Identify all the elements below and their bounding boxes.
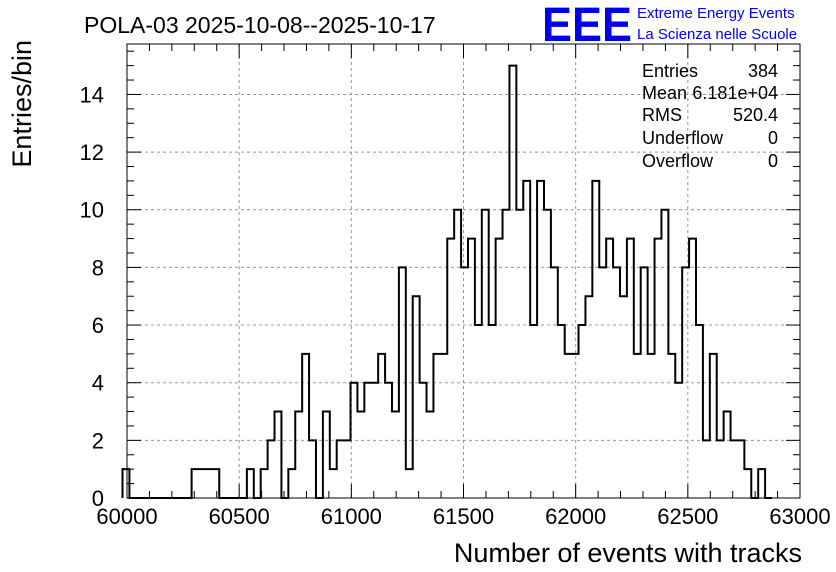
x-tick-label: 60500 [209,504,270,529]
histogram-bin [655,239,662,498]
histogram-bin [503,210,510,498]
histogram-bin [689,239,696,498]
x-tick-labels: 60000 60500 61000 61500 62000 62500 63000 [96,504,830,529]
histogram-bin [737,440,744,498]
histogram-bin [275,412,282,498]
histogram-bin [661,210,668,498]
y-tick-label: 6 [92,313,104,338]
y-tick-label: 8 [92,255,104,280]
histogram-bin [357,412,364,498]
histogram-bin [724,412,731,498]
histogram-bin [544,210,551,498]
stat-label-entries: Entries [642,61,698,81]
x-tick-label: 62000 [545,504,606,529]
x-tick-label: 62500 [657,504,718,529]
stat-value-overflow: 0 [768,151,778,171]
histogram-bin [648,354,655,498]
y-axis-label: Entries/bin [7,40,37,168]
histogram-bin [212,469,219,498]
stat-value-entries: 384 [748,61,778,81]
y-tick-label: 4 [92,371,104,396]
histogram-outline [121,64,773,499]
histogram-bin [592,181,599,498]
stat-value-mean: 6.181e+04 [692,83,778,103]
histogram-bin [447,239,454,498]
y-tick-label: 14 [80,82,104,107]
y-tick-label: 12 [80,140,104,165]
histogram-bin [392,412,399,498]
histogram-bin [323,412,330,498]
histogram-bin [668,354,675,498]
histogram-bin [427,412,434,498]
x-tick-label: 63000 [769,504,830,529]
histogram-bin [268,440,275,498]
y-tick-label: 0 [92,486,104,511]
stat-label-rms: RMS [642,105,682,125]
histogram-bin [309,440,316,498]
histogram-bin [606,239,613,498]
histogram-bin [620,296,627,498]
histogram-bin [703,440,710,498]
histogram-bin [516,210,523,498]
eee-logo: EEE [542,0,632,52]
histogram-bin [454,210,461,498]
histogram-bin [717,440,724,498]
chart-title: POLA-03 2025-10-08--2025-10-17 [84,12,436,38]
x-tick-label: 60000 [96,504,157,529]
histogram-bin [530,325,537,498]
histogram-bin [337,440,344,498]
histogram-bin [192,469,199,498]
histogram-bin [710,354,717,498]
histogram-bin [302,354,309,498]
histogram-bin [288,469,295,498]
stats-box: Entries 384 Mean 6.181e+04 RMS 520.4 Und… [642,61,778,171]
histogram-bin [696,325,703,498]
histogram-bin [413,296,420,498]
histogram-bin [344,440,351,498]
histogram-bin [744,469,751,498]
stat-label-mean: Mean [642,83,687,103]
x-tick-label: 61500 [433,504,494,529]
histogram-bin [509,66,516,498]
histogram-bin [475,325,482,498]
x-tick-label: 61000 [321,504,382,529]
histogram-bin [468,239,475,498]
histogram-bin [572,354,579,498]
histogram-bin [627,239,634,498]
histogram-bin [558,325,565,498]
histogram-bin [433,354,440,498]
histogram-bin [378,354,385,498]
histogram-bin [579,325,586,498]
histogram-bin [537,181,544,498]
x-axis-label: Number of events with tracks [454,538,802,568]
stat-value-rms: 520.4 [733,105,778,125]
histogram-bin [295,412,302,498]
axis-ticks [126,44,801,499]
histogram-bin [440,354,447,498]
org-name-line2: La Scienza nelle Scuole [637,26,797,43]
stat-value-underflow: 0 [768,128,778,148]
histogram-bin [205,469,212,498]
grid-lines [127,44,800,498]
histogram-bin [731,440,738,498]
y-tick-labels: 0 2 4 6 8 10 12 14 [80,82,104,511]
histogram-bin [758,469,765,498]
stat-label-overflow: Overflow [642,151,714,171]
y-tick-label: 2 [92,428,104,453]
histogram-bin [565,354,572,498]
histogram-bin [482,210,489,498]
org-name-line1: Extreme Energy Events [637,5,795,22]
histogram-bin [523,181,530,498]
histogram-bin [496,239,503,498]
histogram-bin [585,296,592,498]
histogram-bin [406,469,413,498]
histogram-bin [489,325,496,498]
histogram-bin [247,469,254,498]
stat-label-underflow: Underflow [642,128,724,148]
histogram-bin [330,469,337,498]
histogram-bin [199,469,206,498]
y-tick-label: 10 [80,198,104,223]
histogram-bin [634,354,641,498]
